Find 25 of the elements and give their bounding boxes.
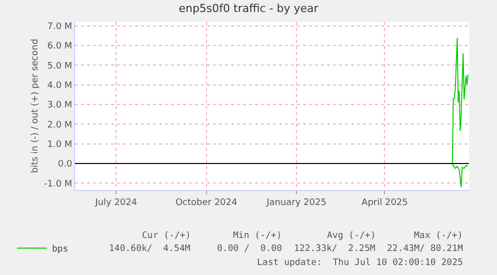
y-tick-label: -1.0 M <box>44 179 72 190</box>
x-tick-label: January 2025 <box>266 198 326 208</box>
x-tick-label: April 2025 <box>362 198 408 208</box>
legend-label: bps <box>52 244 68 255</box>
y-tick-label: 3.0 M <box>47 100 72 111</box>
text: Avg (-/+) <box>327 231 376 241</box>
text: Max (-/+) <box>414 231 463 241</box>
y-tick-label: 5.0 M <box>47 61 72 72</box>
x-tick-label: October 2024 <box>175 198 238 208</box>
chart-title: enp5s0f0 traffic - by year <box>178 2 319 15</box>
text: Last update: Thu Jul 10 02:00:10 2025 <box>257 258 463 268</box>
x-tick-label: July 2024 <box>94 198 138 208</box>
text: Cur (-/+) <box>142 231 191 241</box>
text: 122.33k/ 2.25M <box>294 244 376 254</box>
text: 140.60k/ 4.54M <box>109 244 191 254</box>
y-tick-label: 1.0 M <box>47 140 72 150</box>
y-tick-label: 4.0 M <box>47 81 72 92</box>
y-tick-label: 7.0 M <box>47 22 72 32</box>
y-tick-label: 0.0 <box>58 160 72 170</box>
y-tick-label: 6.0 M <box>47 42 72 52</box>
text: 22.43M/ 80.21M <box>387 244 464 254</box>
text: 0.00 / 0.00 <box>217 244 282 254</box>
y-axis-title: bits in (-) / out (+) per second <box>30 38 40 174</box>
y-tick-label: 2.0 M <box>47 120 72 130</box>
text: Min (-/+) <box>233 231 282 241</box>
